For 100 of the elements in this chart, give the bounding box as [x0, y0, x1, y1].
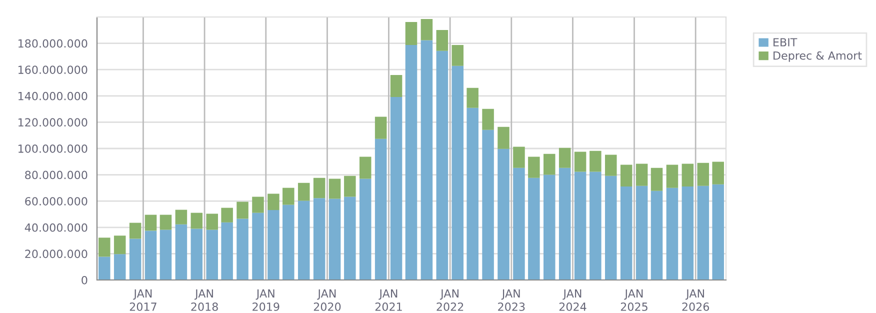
bar — [544, 154, 556, 175]
bar — [436, 50, 448, 280]
bar — [328, 178, 341, 199]
bar — [650, 168, 663, 191]
bar — [98, 238, 110, 257]
bar — [175, 210, 188, 224]
bar — [650, 190, 663, 280]
x-tick-label: JAN 2025 — [620, 289, 648, 311]
bar — [328, 198, 341, 280]
bar — [236, 218, 248, 280]
bar — [344, 176, 356, 197]
bar — [268, 210, 280, 280]
bar — [574, 172, 586, 280]
bar — [390, 96, 402, 280]
bar — [558, 168, 571, 280]
legend-label: Deprec & Amort — [774, 51, 862, 62]
legend-label: EBIT — [774, 38, 798, 46]
bar — [252, 212, 264, 280]
x-tick-label: JAN 2017 — [130, 289, 156, 311]
x-tick-label: JAN 2024 — [559, 289, 586, 311]
bar — [436, 30, 448, 51]
bar — [466, 108, 478, 280]
bar — [590, 172, 602, 280]
bar — [466, 88, 478, 108]
x-tick-label: JAN 2020 — [314, 289, 341, 311]
bar — [405, 45, 418, 280]
bar — [498, 148, 510, 280]
bar — [344, 196, 356, 280]
bar — [298, 182, 310, 201]
bar — [129, 222, 142, 239]
bar — [175, 224, 188, 280]
bar — [206, 230, 218, 280]
y-tick-label: 20.000.000 — [25, 250, 88, 258]
bar — [190, 228, 203, 280]
bar — [420, 40, 433, 280]
bar — [221, 208, 233, 222]
y-tick-label: 180.000.000 — [18, 39, 88, 48]
bar — [636, 186, 648, 280]
bar — [712, 184, 724, 280]
bar — [359, 156, 372, 179]
bar — [697, 186, 710, 280]
x-tick-label: JAN 2022 — [436, 289, 464, 311]
bar — [682, 164, 694, 187]
y-tick-label: 120.000.000 — [18, 118, 88, 127]
bar — [374, 138, 387, 280]
bar — [620, 186, 632, 280]
bar — [268, 194, 280, 210]
bar — [313, 178, 326, 198]
bar — [528, 156, 540, 178]
bar — [605, 176, 617, 280]
bar — [682, 186, 694, 280]
y-tick-label: 140.000.000 — [18, 92, 88, 100]
bar — [206, 214, 218, 230]
bar — [666, 164, 678, 188]
bar — [160, 230, 172, 280]
bar — [620, 164, 632, 187]
bar — [420, 18, 433, 40]
bar — [544, 174, 556, 280]
bar — [374, 116, 387, 139]
x-tick-label: JAN 2021 — [375, 289, 402, 311]
bar — [605, 154, 617, 176]
bar — [452, 45, 464, 66]
bar — [282, 204, 294, 280]
bar — [144, 214, 157, 231]
bar — [282, 188, 294, 205]
bar — [590, 150, 602, 172]
x-tick-label: JAN 2018 — [191, 289, 218, 311]
bar — [221, 222, 233, 280]
x-tick-label: JAN 2023 — [498, 289, 525, 311]
bar — [712, 162, 724, 184]
bar — [129, 238, 142, 280]
bar — [236, 202, 248, 219]
bar — [666, 188, 678, 280]
bar — [574, 152, 586, 172]
y-tick-label: 100.000.000 — [18, 144, 88, 153]
bar — [528, 178, 540, 280]
bar — [298, 200, 310, 280]
bar — [313, 198, 326, 280]
bar — [513, 146, 525, 168]
bar — [390, 74, 402, 97]
bar — [697, 162, 710, 186]
bar — [190, 212, 203, 229]
x-tick-label: JAN 2019 — [252, 289, 280, 311]
bar — [482, 130, 494, 280]
bar — [98, 256, 110, 280]
y-tick-label: 80.000.000 — [25, 170, 88, 180]
bar — [482, 108, 494, 130]
y-tick-label: 0 — [82, 276, 88, 284]
bar — [405, 22, 418, 46]
bar — [160, 214, 172, 230]
bar — [359, 178, 372, 280]
bar — [498, 126, 510, 149]
bar — [636, 164, 648, 186]
bar — [114, 236, 126, 254]
bar — [452, 66, 464, 280]
y-tick-label: 40.000.000 — [24, 223, 88, 232]
y-tick-label: 160.000.000 — [18, 66, 88, 74]
bar — [513, 168, 525, 280]
y-tick-label: 60.000.000 — [25, 197, 88, 206]
x-tick-label: JAN 2026 — [682, 289, 710, 311]
